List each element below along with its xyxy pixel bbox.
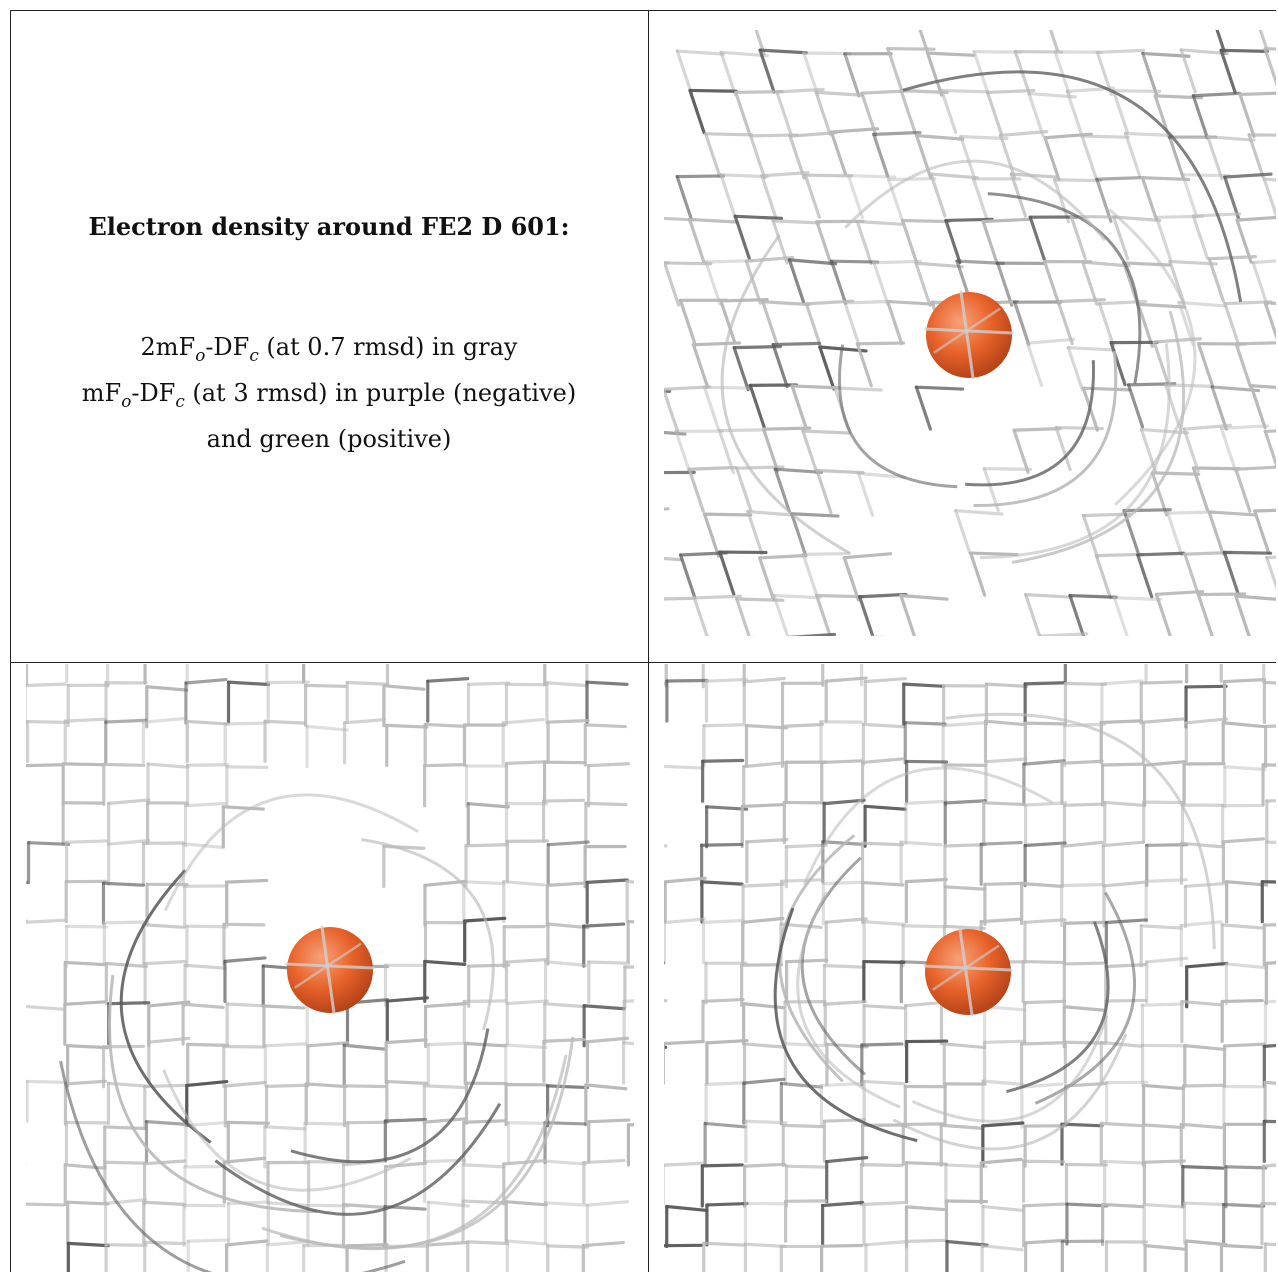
figure-description: 2mFo-DFc (at 0.7 rmsd) in gray mFo-DFc (…	[12, 328, 646, 458]
electron-density-mesh-icon	[26, 664, 634, 1272]
table-border-top	[10, 10, 1276, 11]
legend-line-1: 2mFo-DFc (at 0.7 rmsd) in gray	[140, 333, 518, 365]
electron-density-mesh-icon	[664, 30, 1276, 636]
table-border-left	[10, 10, 11, 1272]
density-view-1	[664, 30, 1276, 636]
legend-line-2: mFo-DFc (at 3 rmsd) in purple (negative)	[81, 378, 577, 411]
caption-cell: Electron density around FE2 D 601: 2mFo-…	[12, 12, 646, 660]
figure-title: Electron density around FE2 D 601:	[88, 212, 570, 241]
table-divider-vertical	[648, 10, 649, 1272]
legend-line-3: and green (positive)	[206, 424, 452, 453]
density-view-3	[664, 664, 1276, 1272]
density-view-2	[26, 664, 634, 1272]
table-divider-horizontal	[10, 662, 1276, 663]
electron-density-mesh-icon	[664, 664, 1276, 1272]
